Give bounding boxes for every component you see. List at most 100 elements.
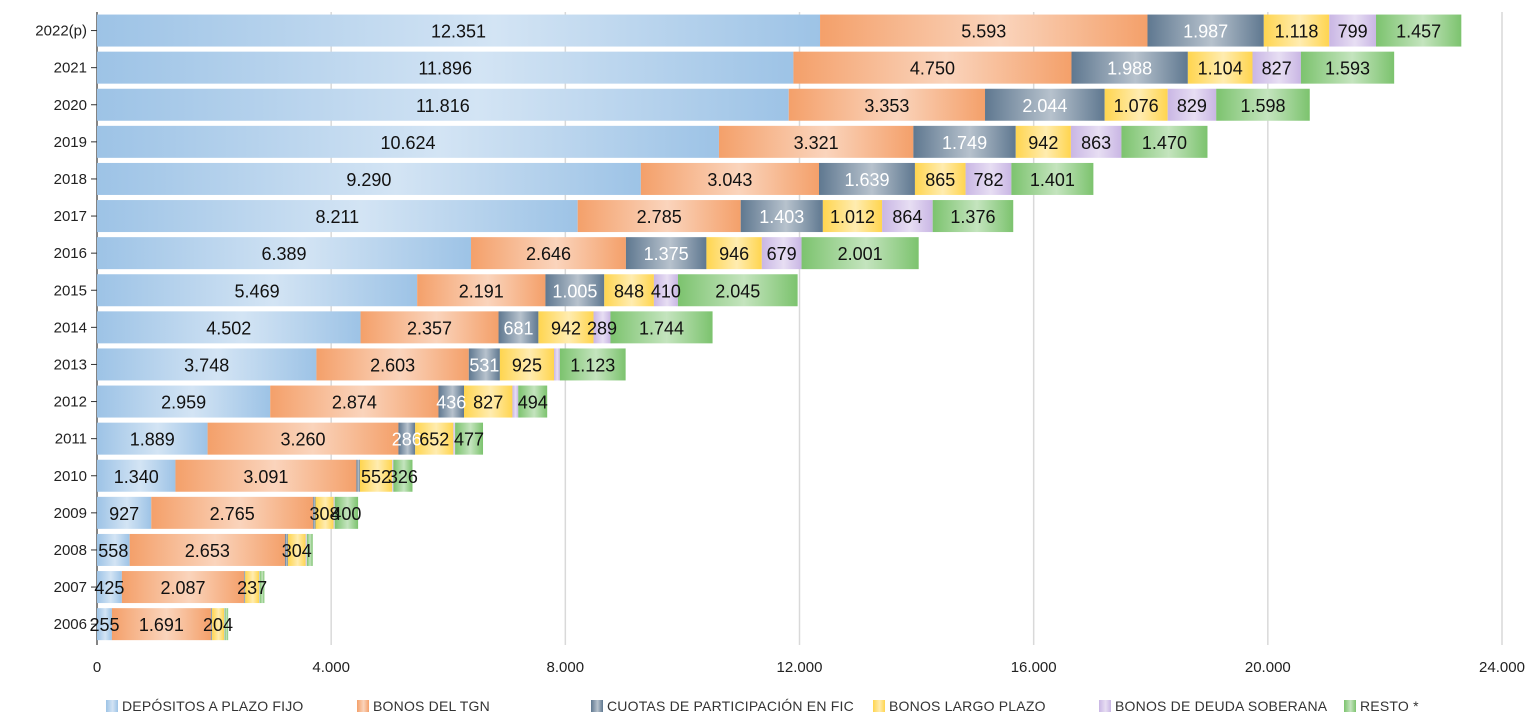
x-tick-label: 0 (93, 659, 101, 676)
data-label: 4.750 (910, 59, 955, 79)
bar-segment-bonos-largo-plazo (1263, 14, 1330, 47)
bar-segment-bonos-largo-plazo (359, 459, 393, 492)
data-label: 558 (98, 541, 128, 561)
data-label: 6.389 (261, 244, 306, 264)
bar-segment-bonos-largo-plazo (1104, 88, 1168, 121)
data-label: 255 (89, 615, 119, 635)
data-label: 8.211 (315, 207, 359, 227)
data-label: 410 (651, 281, 681, 301)
bar-segment-bonos-largo-plazo (706, 237, 762, 270)
bar-segment-depositos-a-plazo-fijo (97, 571, 122, 604)
bar-segment-bonos-del-tgn (577, 200, 741, 233)
data-label: 863 (1081, 133, 1111, 153)
legend-item-resto: RESTO * (1344, 698, 1419, 714)
bar-segment-cuotas-de-participacion-en-fic (913, 125, 1016, 158)
legend-item-bonos-de-deuda-soberana: BONOS DE DEUDA SOBERANA (1099, 698, 1328, 714)
bar-segment-resto (306, 533, 313, 566)
bar-segment-bonos-de-deuda-soberana (1329, 14, 1377, 47)
bar-segment-cuotas-de-participacion-en-fic (210, 608, 213, 641)
bars (97, 14, 1462, 641)
data-label: 2.874 (332, 393, 377, 413)
bar-segment-depositos-a-plazo-fijo (97, 200, 578, 233)
bar-segment-bonos-de-deuda-soberana (259, 571, 260, 604)
data-label: 1.104 (1198, 59, 1243, 79)
bar-segment-bonos-del-tgn (820, 14, 1148, 47)
bar-segment-depositos-a-plazo-fijo (97, 608, 112, 641)
y-tick-label: 2008 (54, 542, 87, 559)
bar-segment-bonos-largo-plazo (538, 311, 594, 344)
legend-label: DEPÓSITOS A PLAZO FIJO (122, 698, 304, 714)
bar-segment-bonos-de-deuda-soberana (305, 533, 307, 566)
data-label: 1.988 (1107, 59, 1152, 79)
data-label: 436 (436, 393, 466, 413)
bar-segment-bonos-largo-plazo (287, 533, 306, 566)
y-tick-label: 2017 (54, 208, 87, 225)
bar-segment-depositos-a-plazo-fijo (97, 348, 317, 381)
bar-segment-bonos-largo-plazo (914, 162, 966, 195)
bar-segment-bonos-del-tgn (640, 162, 819, 195)
bar-segment-bonos-de-deuda-soberana (1167, 88, 1217, 121)
data-label: 652 (419, 430, 449, 450)
data-label: 1.005 (552, 281, 597, 301)
data-label: 864 (892, 207, 922, 227)
bar-segment-depositos-a-plazo-fijo (97, 496, 152, 529)
data-label: 829 (1177, 96, 1207, 116)
data-label: 11.896 (418, 59, 472, 79)
y-tick-label: 2020 (54, 97, 87, 114)
bar-segment-depositos-a-plazo-fijo (97, 311, 361, 344)
data-label: 4.502 (206, 318, 251, 338)
bar-segment-bonos-del-tgn (151, 496, 314, 529)
bar-segment-bonos-del-tgn (471, 237, 626, 270)
bar-segment-bonos-largo-plazo (822, 200, 883, 233)
y-tick-label: 2015 (54, 282, 87, 299)
data-label: 1.403 (759, 207, 804, 227)
bar-segment-cuotas-de-participacion-en-fic (818, 162, 915, 195)
data-label: 1.598 (1240, 96, 1285, 116)
bar-segment-bonos-de-deuda-soberana (392, 459, 394, 492)
data-label: 3.353 (864, 96, 909, 116)
bar-segment-bonos-del-tgn (417, 274, 546, 307)
data-label: 12.351 (431, 22, 486, 42)
bar-segment-bonos-largo-plazo (315, 496, 334, 529)
x-tick-label: 16.000 (1011, 659, 1057, 676)
y-tick-label: 2009 (54, 505, 87, 522)
bar-segment-bonos-del-tgn (207, 422, 399, 455)
bar-segment-depositos-a-plazo-fijo (97, 125, 719, 158)
bar-segment-bonos-de-deuda-soberana (333, 496, 335, 529)
bar-segment-resto (518, 385, 548, 418)
data-label: 477 (454, 430, 484, 450)
data-label: 848 (614, 281, 644, 301)
data-label: 946 (719, 244, 749, 264)
data-label: 1.593 (1325, 59, 1370, 79)
y-tick-label: 2007 (54, 579, 87, 596)
bar-segment-bonos-del-tgn (718, 125, 914, 158)
data-label: 1.340 (114, 467, 159, 487)
data-label: 1.376 (950, 207, 995, 227)
legend-swatch (106, 700, 118, 712)
legend-item-bonos-del-tgn: BONOS DEL TGN (357, 698, 490, 714)
legend-label: BONOS DE DEUDA SOBERANA (1115, 698, 1328, 714)
x-tick-label: 4.000 (312, 659, 350, 676)
x-tick-label: 20.000 (1245, 659, 1291, 676)
data-label: 2.087 (160, 578, 205, 598)
bar-segment-bonos-largo-plazo (212, 608, 225, 641)
bar-segment-bonos-del-tgn (121, 571, 245, 604)
data-label: 1.076 (1114, 96, 1159, 116)
bar-segment-bonos-de-deuda-soberana (512, 385, 519, 418)
data-label: 3.748 (184, 355, 229, 375)
bar-segment-resto (1011, 162, 1094, 195)
bar-segment-depositos-a-plazo-fijo (97, 533, 130, 566)
data-label: 286 (392, 430, 422, 450)
x-tick-label: 8.000 (547, 659, 585, 676)
data-label: 11.816 (416, 96, 470, 116)
data-label: 1.749 (942, 133, 987, 153)
bar-segment-resto (259, 571, 265, 604)
legend-swatch (591, 700, 603, 712)
bar-segment-bonos-de-deuda-soberana (453, 422, 456, 455)
data-label: 2.045 (715, 281, 760, 301)
bar-segment-cuotas-de-participacion-en-fic (398, 422, 416, 455)
data-label: 1.744 (639, 318, 684, 338)
data-label: 865 (925, 170, 955, 190)
bar-segment-depositos-a-plazo-fijo (97, 274, 418, 307)
data-label: 204 (203, 615, 233, 635)
